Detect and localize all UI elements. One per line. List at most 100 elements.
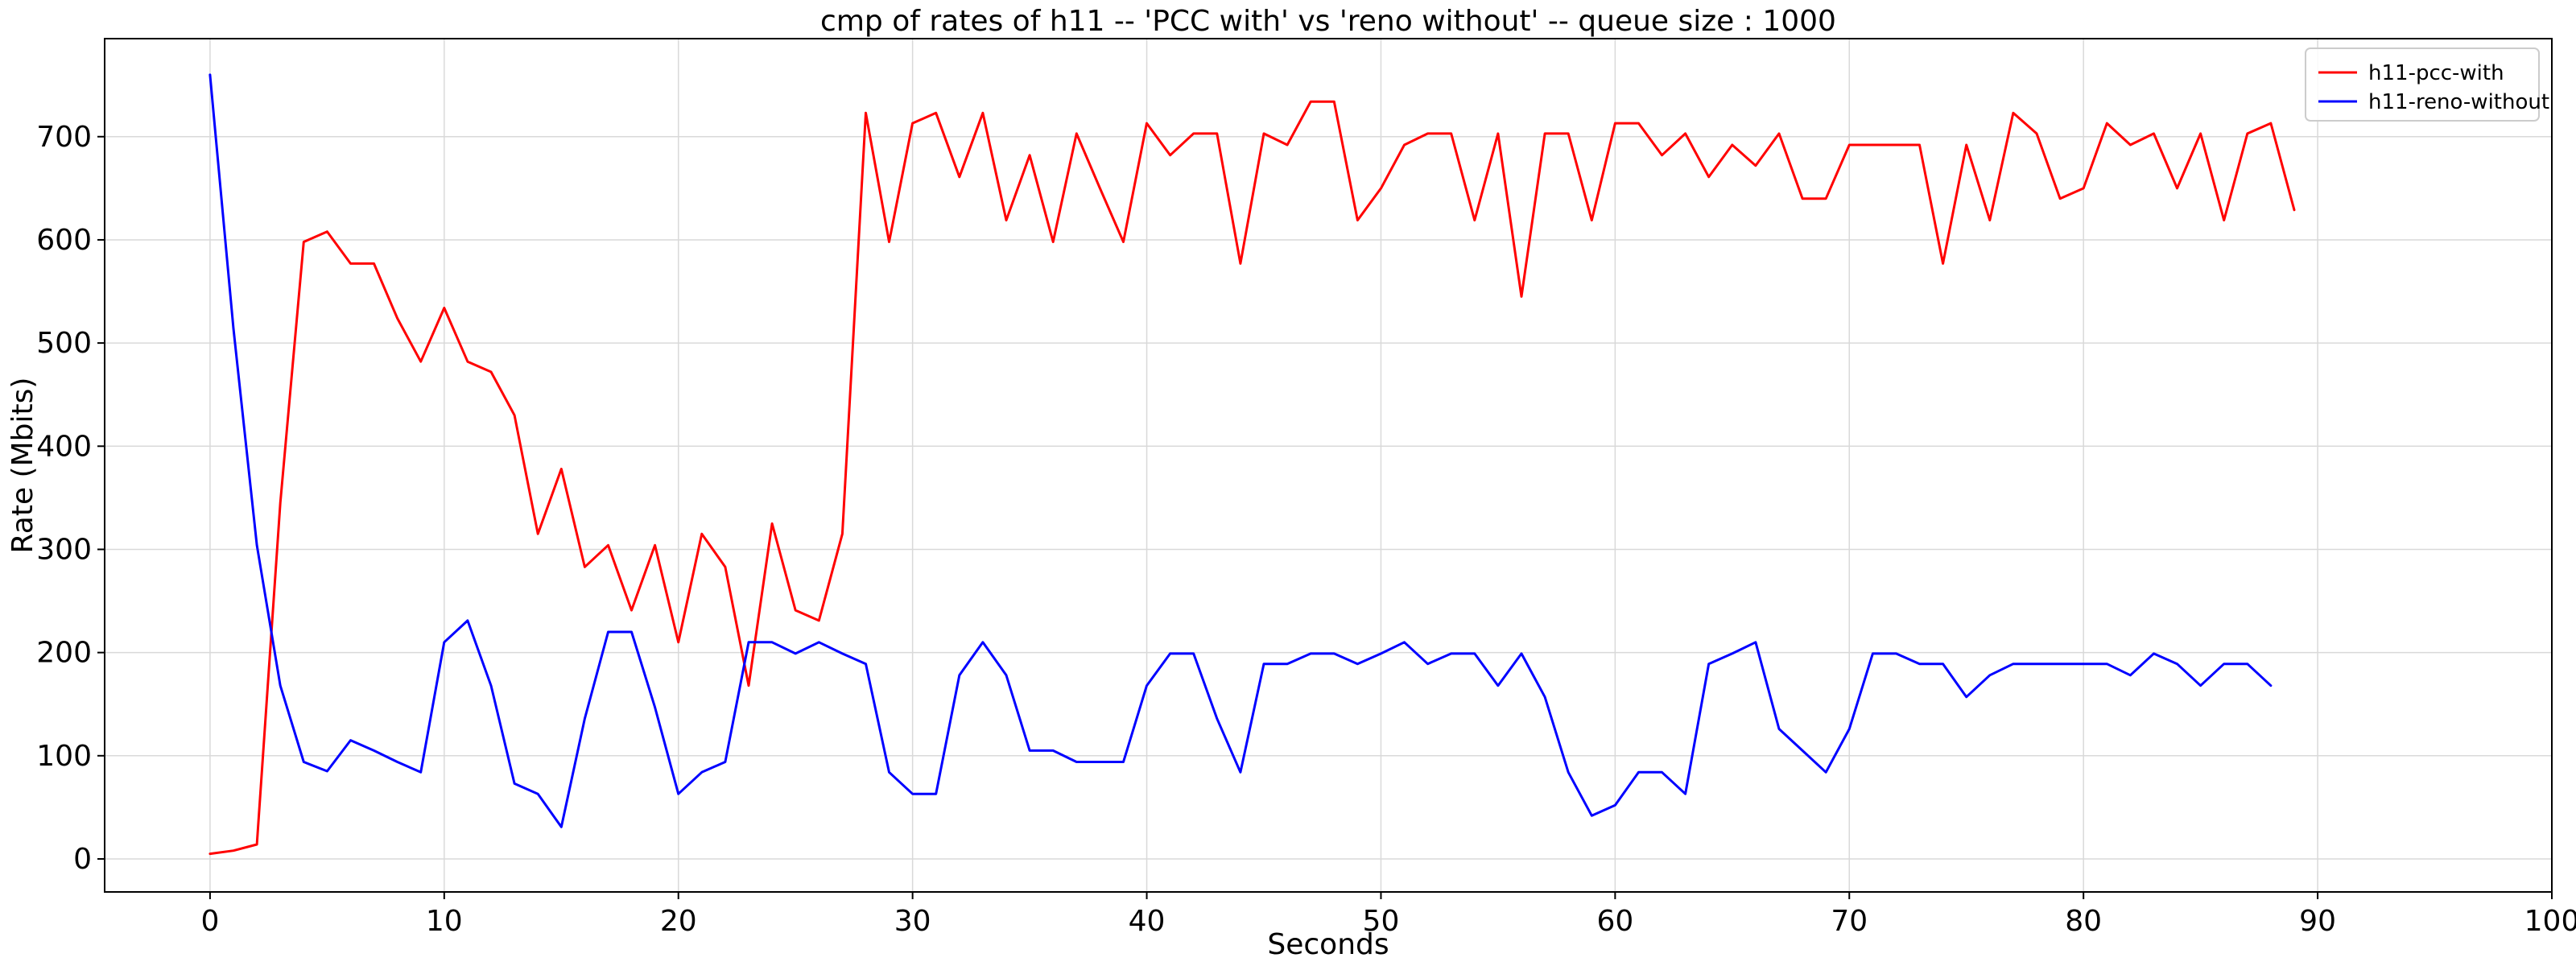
data-point [279,502,282,504]
data-point [1473,652,1476,654]
x-tick-label: 80 [2065,905,2102,938]
data-point [865,112,867,114]
data-point [888,771,890,774]
data-point [1802,197,1804,200]
x-tick-label: 0 [200,905,219,938]
data-point [1754,641,1757,643]
data-point [2083,663,2085,665]
data-point [1146,122,1148,125]
data-point [514,782,516,785]
data-point [1169,154,1171,156]
data-point [1778,728,1781,730]
data-point [443,307,445,309]
data-point [818,641,820,643]
data-point [607,544,609,547]
data-point [1473,219,1476,221]
data-point [1286,663,1289,665]
data-point [208,852,211,855]
y-tick-label: 300 [36,533,92,566]
data-point [748,684,750,687]
data-point [2036,132,2038,134]
data-point [2199,684,2202,687]
data-point [795,609,797,612]
data-point [1988,674,1991,676]
data-point [419,771,422,774]
data-point [303,761,305,763]
x-axis-label: Seconds [1267,928,1389,961]
data-point [2129,674,2132,676]
data-point [2223,663,2225,665]
data-point [233,328,235,330]
data-point [1567,771,1570,774]
data-point [981,641,984,643]
data-point [1521,295,1523,298]
x-tick-label: 70 [1831,905,1868,938]
data-point [1544,132,1546,134]
data-point [326,230,328,233]
data-point [2036,663,2038,665]
data-point [2269,122,2272,125]
y-tick-label: 100 [36,740,92,773]
data-point [1942,262,1944,265]
data-point [1872,652,1874,654]
y-tick-label: 500 [36,327,92,360]
data-point [2223,219,2225,221]
data-point [1848,144,1851,147]
data-point [865,663,867,665]
data-point [2106,122,2108,125]
data-point [279,684,282,687]
data-point [2129,144,2132,147]
data-point [1450,132,1452,134]
data-point [1263,132,1265,134]
x-tick-label: 100 [2524,905,2576,938]
y-tick-label: 700 [36,121,92,154]
series-line [208,100,2296,856]
data-point [1872,144,1874,147]
data-point [560,826,563,828]
data-point [1496,684,1499,687]
data-point [560,468,563,470]
x-tick-label: 30 [894,905,931,938]
data-point [537,533,539,535]
data-point [607,631,609,634]
data-point [654,706,656,708]
data-point [1848,728,1851,730]
data-point [1286,144,1289,147]
data-point [1684,793,1686,795]
legend-label: h11-pcc-with [2368,61,2504,85]
series-h11-pcc-with [208,100,2296,856]
data-point [1684,132,1686,134]
data-point [466,619,469,621]
data-point [1403,144,1406,147]
x-tick-label: 60 [1596,905,1633,938]
data-point [373,262,375,265]
data-point [1965,696,1967,698]
data-point [1122,761,1125,763]
data-point [1754,164,1757,167]
x-tick-label: 90 [2299,905,2336,938]
data-point [1380,187,1382,189]
data-point [888,241,890,243]
series-line [208,73,2273,828]
series-h11-reno-without [208,73,2273,828]
data-point [958,674,960,676]
data-point [677,793,679,795]
chart-title: cmp of rates of h11 -- 'PCC with' vs 're… [820,5,1836,38]
data-point [1216,717,1218,720]
data-point [1544,696,1546,698]
data-point [1239,262,1241,265]
data-point [981,112,984,114]
data-point [2199,132,2202,134]
data-point [1895,652,1897,654]
data-point [1614,804,1616,807]
data-point [443,641,445,643]
data-point [419,361,422,363]
data-point [1895,144,1897,147]
data-point [1029,749,1031,752]
data-point [2153,652,2155,654]
data-point [1707,663,1710,665]
data-point [1426,663,1429,665]
data-point [303,241,305,243]
data-point [724,761,726,763]
